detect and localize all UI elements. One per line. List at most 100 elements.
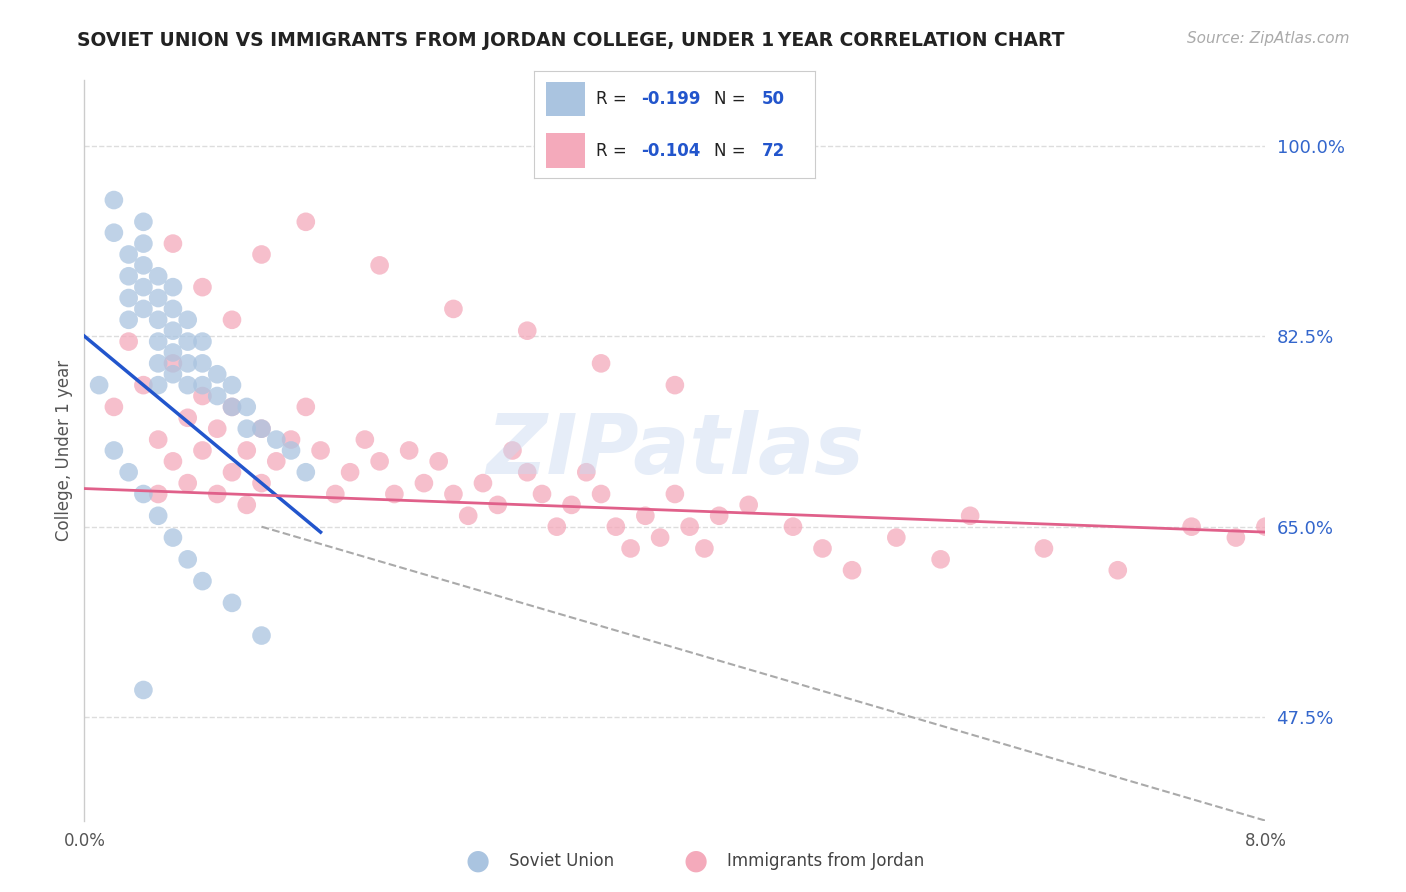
Point [325,487,347,501]
Point [280,433,302,447]
Point [162,368,184,382]
Point [118,291,141,305]
Point [384,487,406,501]
Point [398,443,420,458]
Point [1033,541,1056,556]
Point [148,334,170,349]
Point [250,476,273,491]
Point [413,476,436,491]
Y-axis label: College, Under 1 year: College, Under 1 year [55,359,73,541]
Point [280,443,302,458]
Point [295,465,318,479]
Point [886,531,908,545]
Point [959,508,981,523]
Point [103,193,125,207]
Point [264,454,288,468]
Point [619,541,641,556]
Point [207,487,229,501]
Text: ZIPatlas: ZIPatlas [486,410,863,491]
Text: -0.199: -0.199 [641,90,700,108]
Point [162,356,184,370]
Point [339,465,361,479]
Point [368,259,391,273]
Point [191,574,214,588]
Point [177,410,200,425]
Point [516,324,538,338]
Point [221,378,243,392]
Point [782,519,804,533]
Point [605,519,627,533]
Text: Immigrants from Jordan: Immigrants from Jordan [727,852,924,870]
Point [264,433,288,447]
Point [118,465,141,479]
Point [531,487,554,501]
Point [148,378,170,392]
Point [162,345,184,359]
Point [1254,519,1277,533]
Point [738,498,761,512]
Point [929,552,952,566]
Point [177,334,200,349]
Point [443,487,465,501]
Point [368,454,391,468]
Point [250,247,273,261]
Text: 50: 50 [762,90,785,108]
Point [250,628,273,642]
Point [546,519,568,533]
Point [132,301,155,316]
Point [561,498,583,512]
Point [221,313,243,327]
Text: Soviet Union: Soviet Union [509,852,614,870]
Point [250,422,273,436]
Point [103,226,125,240]
Text: R =: R = [596,90,633,108]
Point [148,313,170,327]
Point [148,291,170,305]
Point [191,280,214,294]
Text: R =: R = [596,142,633,160]
Point [295,215,318,229]
Point [148,356,170,370]
Point [235,443,259,458]
Text: N =: N = [714,90,751,108]
Point [148,433,170,447]
Point [162,454,184,468]
Point [664,378,686,392]
Text: Source: ZipAtlas.com: Source: ZipAtlas.com [1187,31,1350,46]
Point [516,465,538,479]
Point [207,422,229,436]
Text: ●: ● [465,847,491,875]
Point [221,465,243,479]
Point [162,324,184,338]
Point [132,487,155,501]
Point [235,400,259,414]
Point [118,247,141,261]
Point [235,422,259,436]
Text: SOVIET UNION VS IMMIGRANTS FROM JORDAN COLLEGE, UNDER 1 YEAR CORRELATION CHART: SOVIET UNION VS IMMIGRANTS FROM JORDAN C… [77,31,1064,50]
Text: ●: ● [683,847,709,875]
Point [132,215,155,229]
Point [132,378,155,392]
Point [221,400,243,414]
Point [634,508,657,523]
Point [502,443,524,458]
Point [1181,519,1204,533]
Point [177,476,200,491]
Point [162,531,184,545]
Point [709,508,731,523]
Point [235,498,259,512]
Text: -0.104: -0.104 [641,142,700,160]
Point [841,563,863,577]
Point [132,259,155,273]
Point [1107,563,1129,577]
Point [118,269,141,284]
Point [811,541,834,556]
Point [575,465,598,479]
Point [650,531,672,545]
Point [486,498,509,512]
Point [118,334,141,349]
Point [591,356,613,370]
Text: 72: 72 [762,142,786,160]
Point [103,400,125,414]
Point [177,378,200,392]
